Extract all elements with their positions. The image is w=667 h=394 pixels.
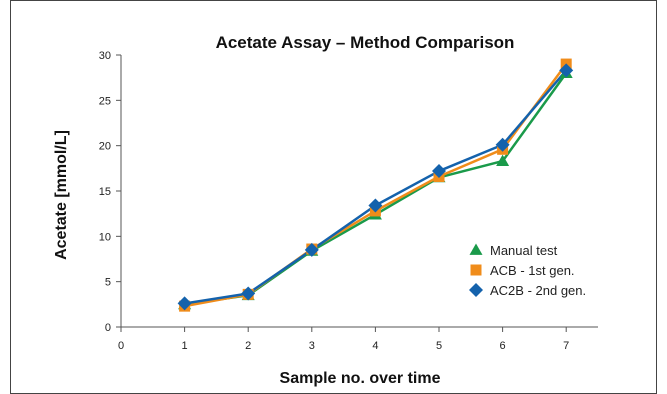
chart-title: Acetate Assay – Method Comparison xyxy=(216,33,515,52)
x-tick-label: 0 xyxy=(118,340,124,352)
y-tick-label: 10 xyxy=(99,231,111,243)
chart-frame xyxy=(10,0,657,394)
data-point xyxy=(496,154,510,166)
data-point xyxy=(432,164,446,179)
y-tick-label: 20 xyxy=(99,141,111,153)
y-tick-label: 25 xyxy=(99,95,111,107)
x-tick-label: 7 xyxy=(563,340,569,352)
x-tick-label: 3 xyxy=(309,340,315,352)
data-point xyxy=(241,286,256,301)
y-ticks: 0 5 10 15 20 25 30 xyxy=(99,50,121,334)
legend-label: ACB - 1st gen. xyxy=(490,263,575,278)
y-tick-label: 5 xyxy=(105,277,111,289)
x-tick-label: 2 xyxy=(245,340,251,352)
data-point xyxy=(559,63,574,78)
x-tick-label: 5 xyxy=(436,340,442,352)
series-markers-diamond xyxy=(177,63,574,311)
x-tick-label: 1 xyxy=(182,340,188,352)
data-point xyxy=(304,242,319,257)
legend-label: Manual test xyxy=(490,243,558,258)
data-point xyxy=(368,198,383,213)
x-ticks: 0 1 2 3 4 5 6 7 xyxy=(118,327,569,352)
x-axis-label: Sample no. over time xyxy=(280,370,441,387)
x-tick-label: 4 xyxy=(372,340,378,352)
legend-marker xyxy=(470,264,482,276)
y-tick-label: 30 xyxy=(99,50,111,62)
x-tick-label: 6 xyxy=(500,340,506,352)
legend-label: AC2B - 2nd gen. xyxy=(490,283,586,298)
y-axis-label: Acetate [mmol/L] xyxy=(53,130,70,260)
y-tick-label: 0 xyxy=(105,322,111,334)
series-group xyxy=(177,58,574,312)
y-tick-label: 15 xyxy=(99,186,111,198)
legend-marker xyxy=(469,243,483,255)
data-point xyxy=(177,296,192,311)
data-point xyxy=(495,137,510,152)
legend: Manual test ACB - 1st gen. AC2B - 2nd gen. xyxy=(469,243,586,298)
legend-marker xyxy=(469,283,483,297)
